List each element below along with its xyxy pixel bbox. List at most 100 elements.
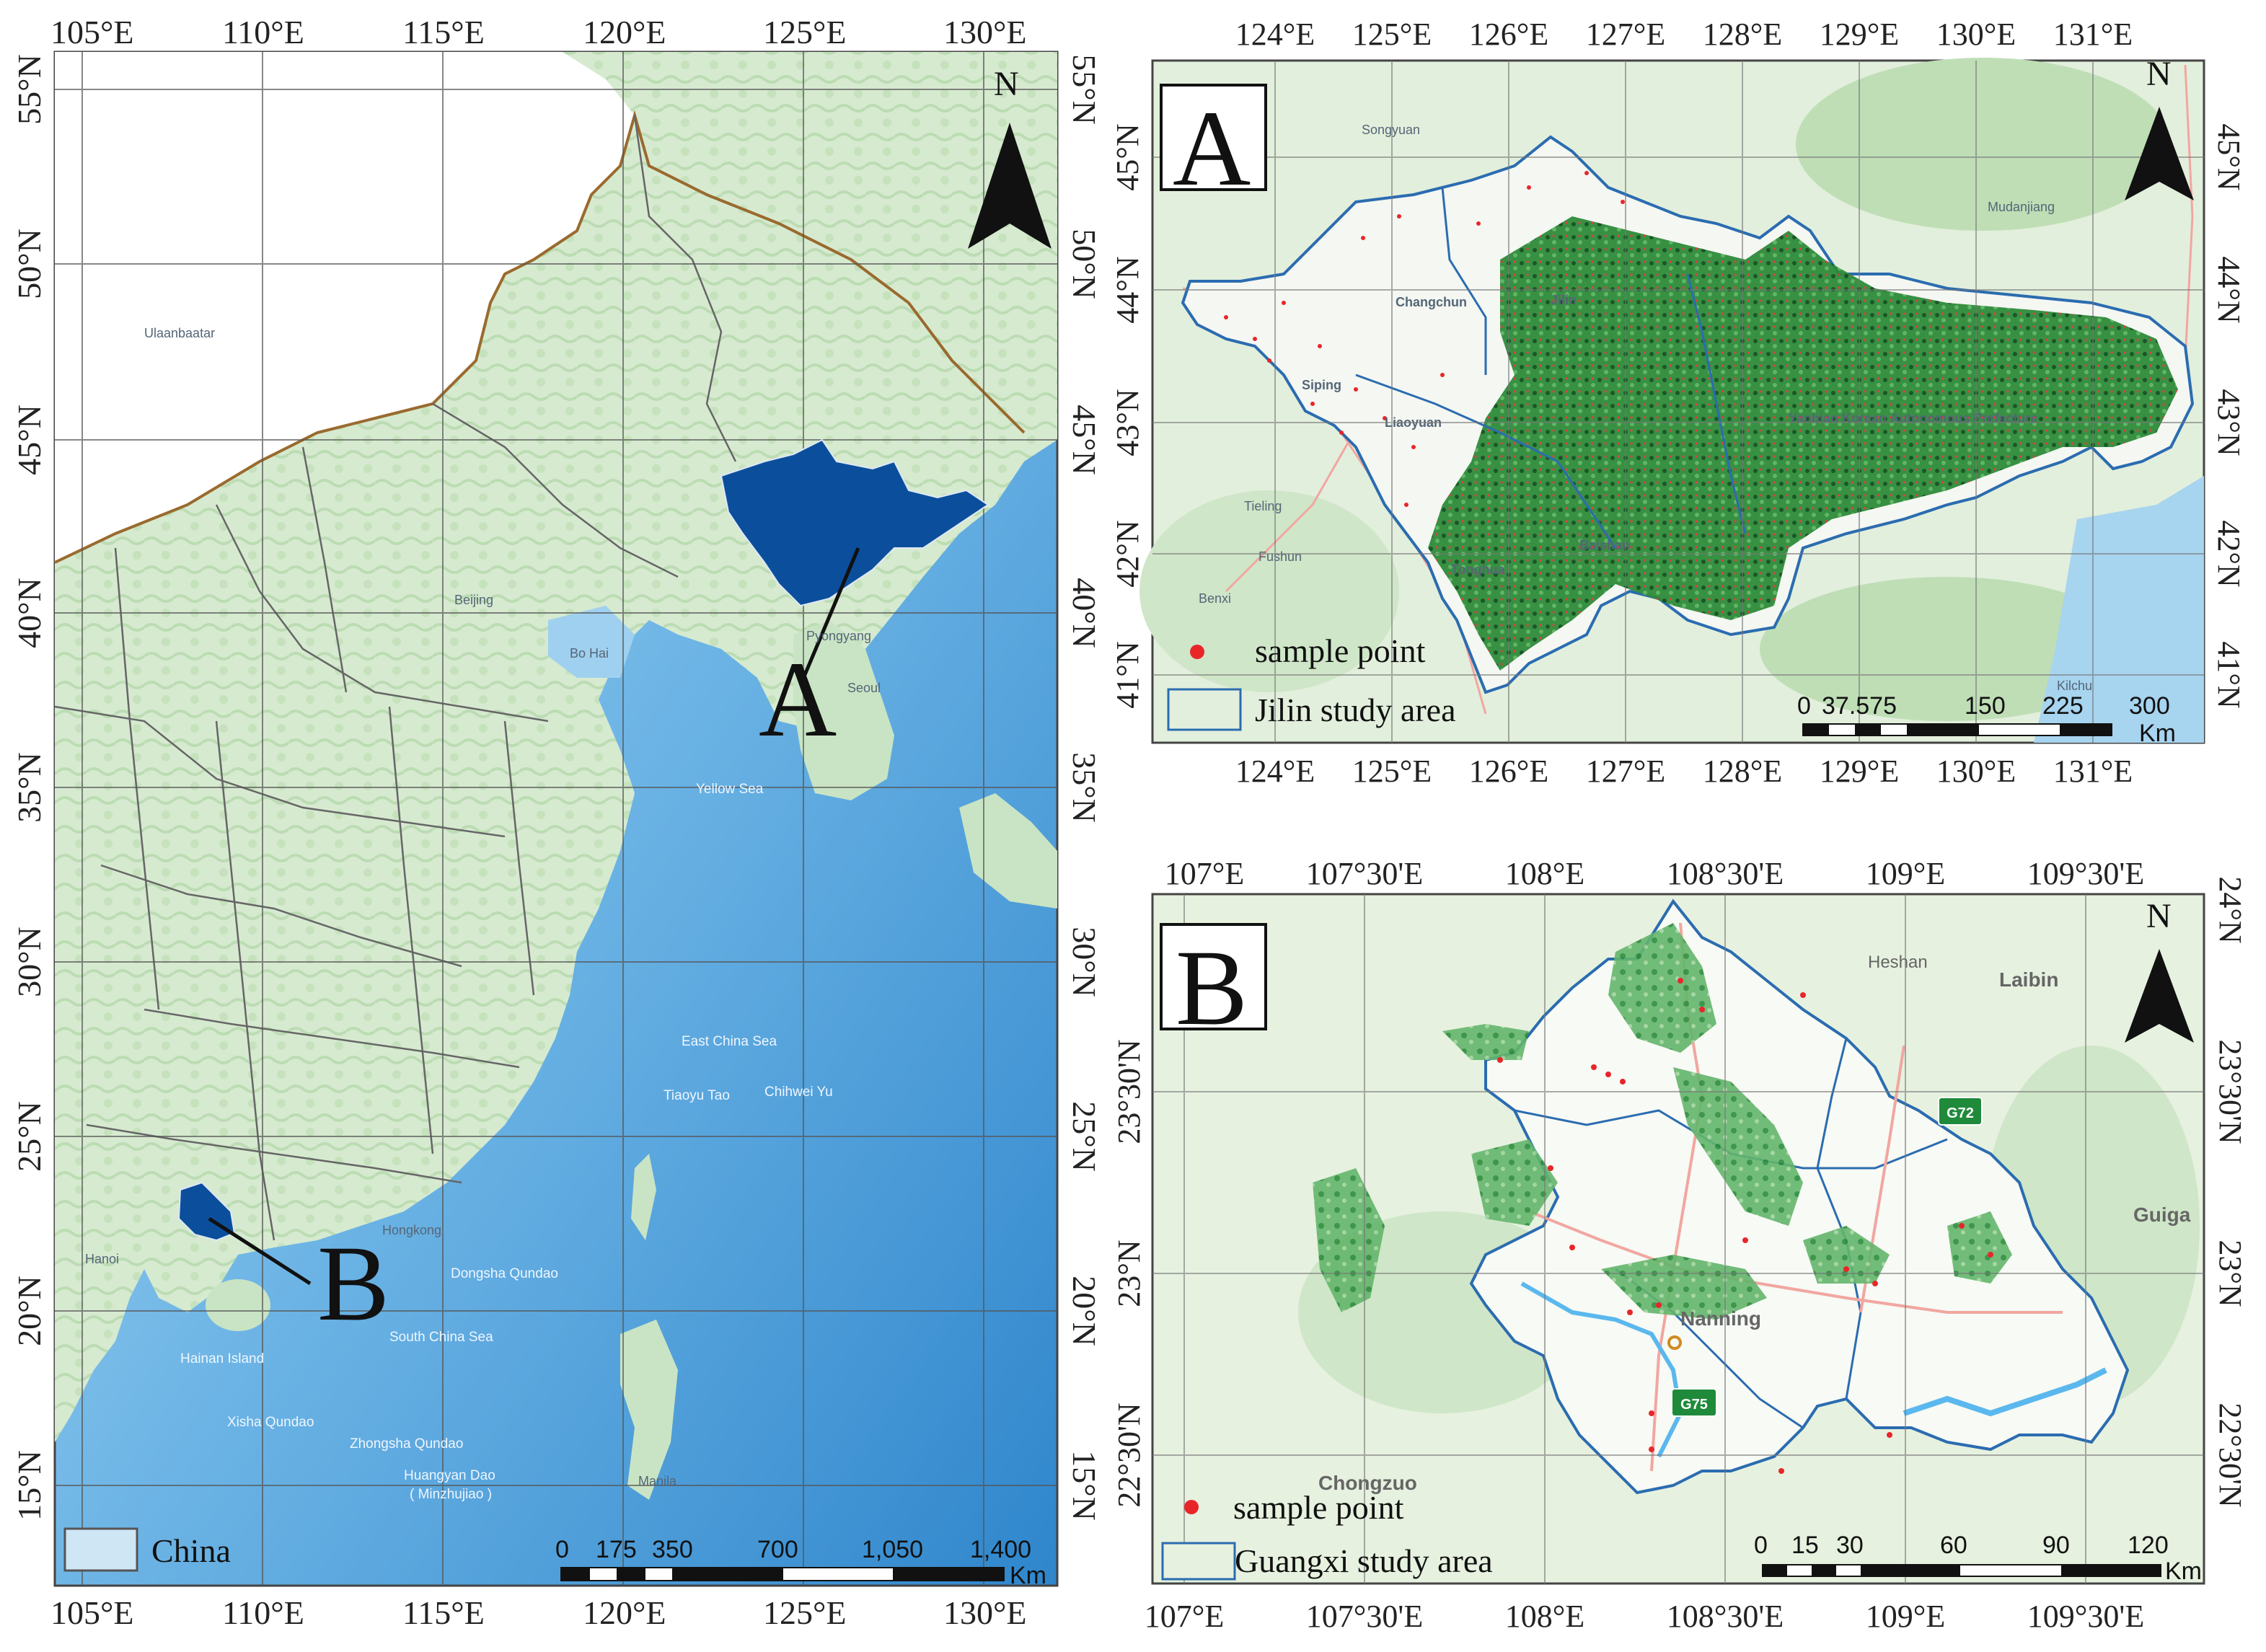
svg-text:East China Sea: East China Sea [682, 1034, 777, 1049]
overview-lon-top: 105°E 110°E 115°E 120°E 125°E 130°E [50, 14, 1027, 50]
svg-text:Hanoi: Hanoi [85, 1252, 119, 1266]
svg-text:130°E: 130°E [943, 14, 1027, 50]
svg-text:40°N: 40°N [1066, 578, 1103, 648]
jilin-panel-label: A [1160, 84, 1267, 208]
guangxi-place-labels: Heshan Laibin Guiga Nanning Chongzuo [1318, 953, 2191, 1494]
guangxi-lon-bottom: 107°E 107°30'E 108°E 108°30'E 109°E 109°… [1145, 1599, 2144, 1634]
svg-text:120°E: 120°E [583, 14, 666, 50]
svg-text:45°N: 45°N [11, 405, 48, 475]
svg-text:129°E: 129°E [1820, 17, 1899, 52]
svg-text:Heshan: Heshan [1868, 953, 1928, 972]
svg-text:105°E: 105°E [50, 1594, 134, 1631]
svg-text:42°N: 42°N [2211, 520, 2247, 587]
svg-text:120°E: 120°E [583, 1594, 666, 1631]
svg-text:115°E: 115°E [402, 14, 485, 50]
svg-text:108°E: 108°E [1505, 1599, 1584, 1634]
relief-patch [1139, 490, 1399, 692]
svg-text:Guiga: Guiga [2133, 1203, 2191, 1226]
svg-text:23°30'N: 23°30'N [2213, 1039, 2248, 1144]
svg-text:22°30'N: 22°30'N [1111, 1403, 1147, 1507]
svg-text:107°E: 107°E [1145, 1599, 1224, 1634]
svg-text:Laibin: Laibin [1999, 968, 2058, 991]
svg-text:Yellow Sea: Yellow Sea [696, 782, 764, 797]
svg-text:44°N: 44°N [2211, 256, 2247, 323]
svg-text:50°N: 50°N [1066, 229, 1103, 299]
svg-text:Seoul: Seoul [847, 681, 881, 695]
svg-text:20°N: 20°N [11, 1276, 48, 1346]
svg-text:42°N: 42°N [1110, 520, 1145, 587]
svg-text:1,400: 1,400 [970, 1536, 1031, 1563]
svg-text:( Minzhujiao ): ( Minzhujiao ) [410, 1487, 492, 1502]
guangxi-reservoir [1903, 1367, 2107, 1417]
guangxi-sample-points [1497, 978, 1993, 1474]
svg-text:Jilin study area: Jilin study area [1255, 692, 1456, 728]
svg-text:109°E: 109°E [1866, 856, 1945, 891]
svg-text:Pyongyang: Pyongyang [806, 629, 871, 643]
svg-text:Songyuan: Songyuan [1362, 123, 1420, 137]
svg-text:20°N: 20°N [1066, 1276, 1103, 1346]
svg-text:Km: Km [2165, 1558, 2202, 1585]
svg-text:23°N: 23°N [2213, 1240, 2248, 1307]
svg-text:25°N: 25°N [11, 1101, 48, 1172]
china-border [54, 110, 1026, 564]
svg-text:45°N: 45°N [1110, 123, 1145, 190]
guangxi-scale-bar: 0 15 30 60 90 120 Km [1754, 1532, 2202, 1585]
svg-text:B: B [1176, 928, 1248, 1048]
svg-text:350: 350 [652, 1536, 693, 1563]
svg-text:South China Sea: South China Sea [389, 1330, 493, 1345]
highway-shield-g75: G75 [1671, 1388, 1717, 1417]
svg-text:Guangxi study area: Guangxi study area [1235, 1542, 1493, 1579]
jilin-legend: sample point Jilin study area [1167, 632, 1456, 731]
svg-text:109°E: 109°E [1866, 1599, 1945, 1634]
jilin-lat-left: 45°N 44°N 43°N 42°N 41°N [1110, 123, 1145, 708]
guangxi-map: G72 G75 Heshan Laibin Guiga Nanning Chon… [1111, 856, 2248, 1634]
svg-text:23°30'N: 23°30'N [1111, 1039, 1147, 1144]
callout-line-b [208, 1216, 312, 1286]
svg-text:43°N: 43°N [2211, 389, 2247, 456]
svg-text:108°30'E: 108°30'E [1667, 1599, 1784, 1634]
svg-text:125°E: 125°E [763, 1594, 847, 1631]
svg-text:Huangyan Dao: Huangyan Dao [404, 1468, 495, 1483]
svg-text:Hongkong: Hongkong [382, 1223, 441, 1237]
svg-text:108°E: 108°E [1505, 856, 1584, 891]
svg-text:128°E: 128°E [1703, 754, 1782, 789]
guangxi-panel-label: B [1160, 923, 1267, 1048]
svg-text:108°30'E: 108°30'E [1667, 856, 1784, 891]
svg-text:N: N [994, 65, 1019, 103]
jilin-sample-points [1224, 171, 1625, 507]
svg-text:107°30'E: 107°30'E [1306, 1599, 1423, 1634]
svg-text:120: 120 [2128, 1532, 2169, 1559]
svg-text:Jilin: Jilin [1551, 293, 1577, 307]
svg-text:44°N: 44°N [1110, 256, 1145, 323]
svg-text:0: 0 [1754, 1532, 1768, 1559]
guangxi-legend: sample point Guangxi study area [1161, 1489, 1493, 1581]
svg-text:126°E: 126°E [1469, 17, 1548, 52]
svg-text:N: N [2146, 55, 2172, 93]
overview-scale-bar: 0 175 350 700 1,050 1,400 Km [555, 1536, 1046, 1589]
svg-text:Tiaoyu Tao: Tiaoyu Tao [664, 1088, 730, 1103]
svg-text:G75: G75 [1680, 1397, 1708, 1413]
svg-text:30°N: 30°N [1066, 927, 1103, 997]
svg-text:127°E: 127°E [1586, 17, 1665, 52]
svg-text:Mudanjiang: Mudanjiang [1988, 200, 2055, 214]
bohai-sea [548, 606, 635, 678]
guangxi-study-area[interactable] [1469, 898, 2130, 1495]
svg-text:0: 0 [555, 1536, 569, 1563]
svg-text:35°N: 35°N [11, 752, 48, 823]
svg-text:107°30'E: 107°30'E [1306, 856, 1423, 891]
jilin-highlight[interactable] [720, 438, 989, 607]
svg-text:110°E: 110°E [222, 1594, 304, 1631]
svg-text:Xisha Qundao: Xisha Qundao [227, 1415, 314, 1430]
relief-patch [1796, 58, 2171, 231]
overview-north-arrow: N [968, 65, 1052, 249]
svg-text:G72: G72 [1947, 1105, 1974, 1121]
svg-text:109°30'E: 109°30'E [2027, 856, 2144, 891]
jilin-map: Songyuan Changchun Jilin Siping Liaoyuan… [1110, 17, 2247, 789]
svg-text:Km: Km [2139, 720, 2176, 747]
svg-text:Baishan: Baishan [1579, 538, 1630, 552]
overview-lon-bottom: 105°E 110°E 115°E 120°E 125°E 130°E [50, 1594, 1027, 1631]
svg-text:sample point: sample point [1233, 1489, 1404, 1526]
overview-lat-right: 55°N 50°N 45°N 40°N 35°N 30°N 25°N 20°N … [1066, 54, 1103, 1521]
jilin-graticule [1152, 61, 2204, 743]
